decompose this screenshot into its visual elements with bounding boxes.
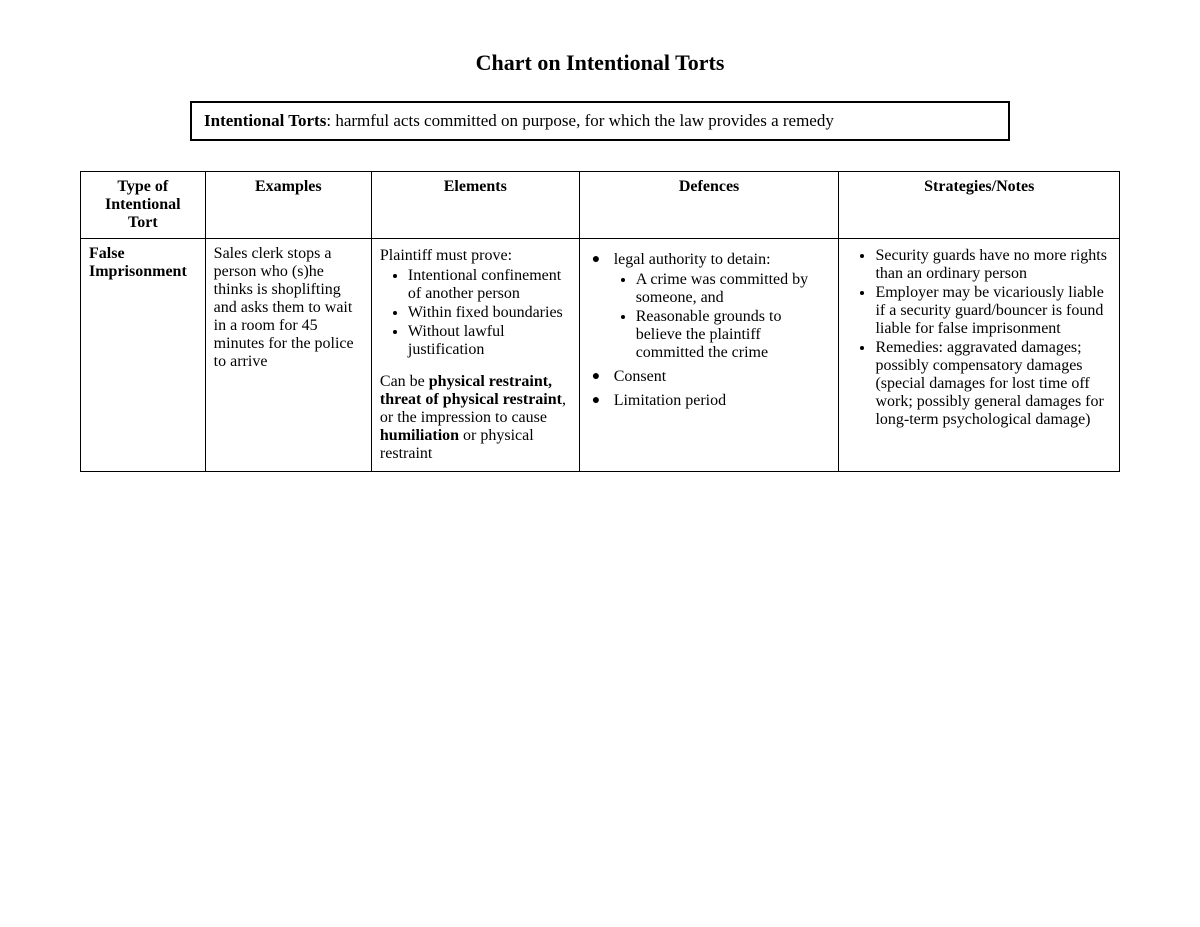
strategies-list: Security guards have no more rights than… <box>847 247 1111 429</box>
elements-bold-2: humiliation <box>380 427 459 444</box>
list-item: Intentional confinement of another perso… <box>408 267 571 303</box>
table-header-row: Type of Intentional Tort Examples Elemen… <box>81 172 1120 239</box>
col-header-elements: Elements <box>371 172 579 239</box>
col-header-examples: Examples <box>205 172 371 239</box>
defences-sub-list: A crime was committed by someone, and Re… <box>614 271 831 362</box>
examples-text: Sales clerk stops a person who (s)he thi… <box>214 245 354 370</box>
definition-box: Intentional Torts: harmful acts committe… <box>190 101 1010 141</box>
elements-paragraph: Can be physical restraint, threat of phy… <box>380 373 571 463</box>
tort-type: False Imprisonment <box>89 245 187 280</box>
defences-item-text: Limitation period <box>614 392 726 409</box>
defences-item-text: legal authority to detain: <box>614 251 771 268</box>
defences-item-text: Consent <box>614 368 666 385</box>
cell-strategies: Security guards have no more rights than… <box>839 239 1120 472</box>
cell-defences: legal authority to detain: A crime was c… <box>579 239 839 472</box>
torts-table: Type of Intentional Tort Examples Elemen… <box>80 171 1120 472</box>
col-header-strategies: Strategies/Notes <box>839 172 1120 239</box>
list-item: Reasonable grounds to believe the plaint… <box>636 308 831 362</box>
elements-para-prefix: Can be <box>380 373 429 390</box>
cell-examples: Sales clerk stops a person who (s)he thi… <box>205 239 371 472</box>
list-item: Security guards have no more rights than… <box>875 247 1111 283</box>
list-item: Without lawful justification <box>408 323 571 359</box>
list-item: Remedies: aggravated damages; possibly c… <box>875 339 1111 429</box>
list-item: Employer may be vicariously liable if a … <box>875 284 1111 338</box>
definition-term: Intentional Torts <box>204 111 326 130</box>
list-item: A crime was committed by someone, and <box>636 271 831 307</box>
defences-item-limitation: Limitation period <box>606 392 831 410</box>
defences-item-legal-authority: legal authority to detain: A crime was c… <box>606 251 831 362</box>
cell-elements: Plaintiff must prove: Intentional confin… <box>371 239 579 472</box>
list-item: Within fixed boundaries <box>408 304 571 322</box>
defences-list: legal authority to detain: A crime was c… <box>588 251 831 410</box>
col-header-defences: Defences <box>579 172 839 239</box>
page-title: Chart on Intentional Torts <box>80 50 1120 76</box>
defences-item-consent: Consent <box>606 368 831 386</box>
table-row: False Imprisonment Sales clerk stops a p… <box>81 239 1120 472</box>
elements-intro: Plaintiff must prove: <box>380 247 571 265</box>
cell-type: False Imprisonment <box>81 239 206 472</box>
col-header-type: Type of Intentional Tort <box>81 172 206 239</box>
definition-text: : harmful acts committed on purpose, for… <box>326 111 834 130</box>
elements-list: Intentional confinement of another perso… <box>380 267 571 359</box>
